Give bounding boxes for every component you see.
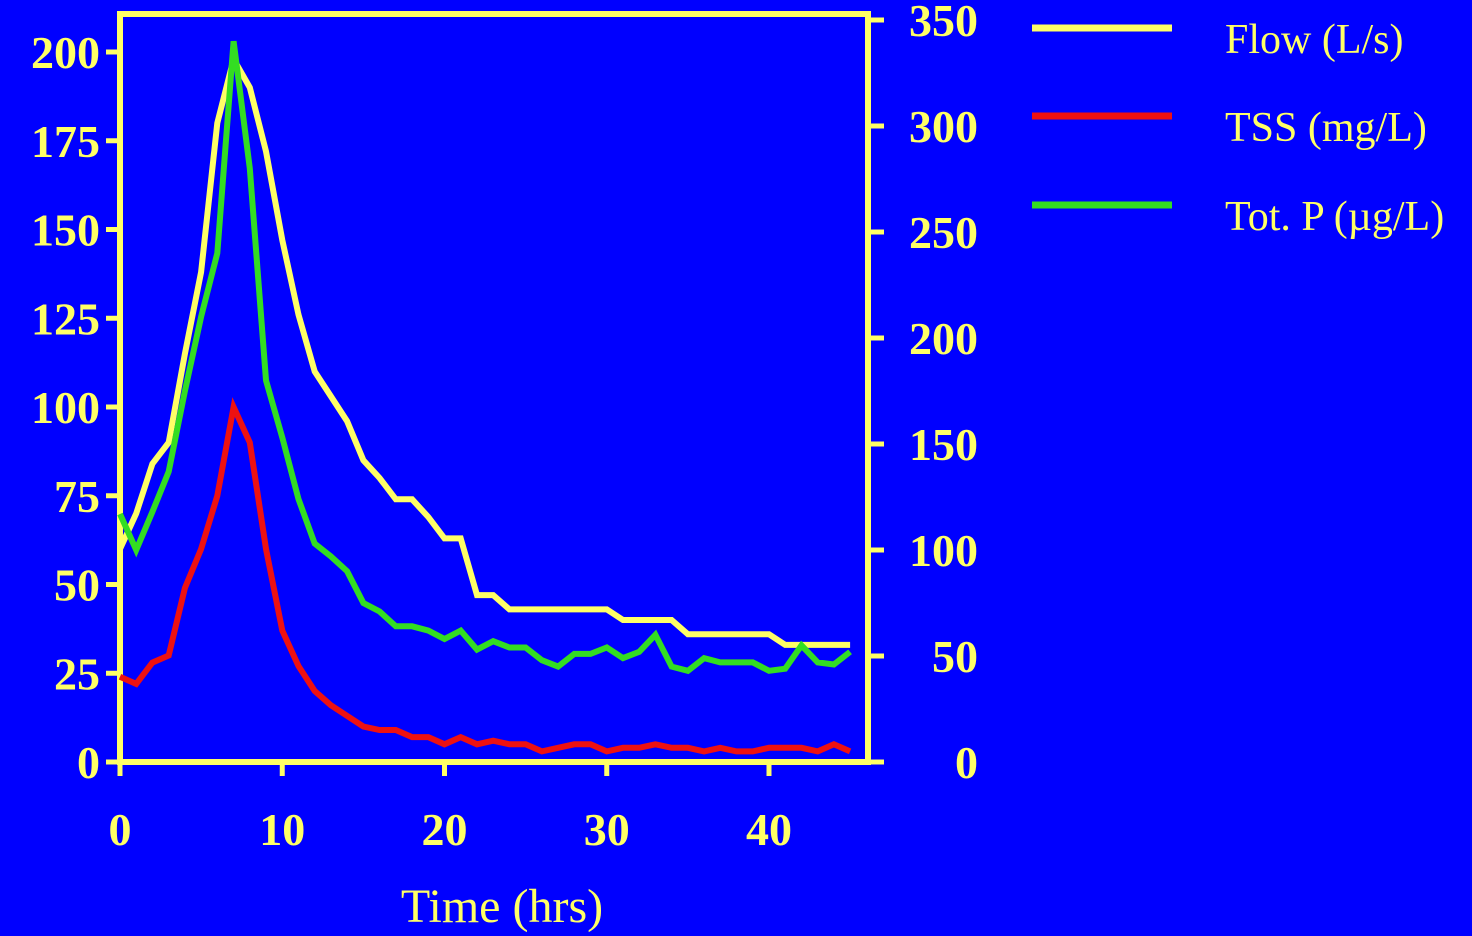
right-tick-label: 300	[909, 101, 978, 152]
legend-label-1: Flow (L/s)	[1225, 17, 1404, 63]
x-tick-label: 20	[422, 804, 468, 855]
series-line-1	[117, 51, 851, 648]
series-line-2	[118, 397, 852, 755]
left-tick-label: 125	[31, 293, 100, 344]
right-axis-ticks: 0 50 100 150 200 250 300 350	[868, 0, 978, 788]
x-tick-label: 10	[259, 804, 305, 855]
right-tick-label: 50	[932, 631, 978, 682]
x-axis-title: Time (hrs)	[401, 880, 603, 933]
x-tick-label: 0	[109, 804, 132, 855]
x-axis-ticks: 0 10 20 30 40	[109, 762, 792, 855]
series-line-3	[117, 40, 852, 675]
left-tick-label: 0	[77, 737, 100, 788]
right-tick-label: 0	[955, 737, 978, 788]
left-tick-label: 50	[54, 560, 100, 611]
left-tick-label: 75	[54, 471, 100, 522]
right-tick-label: 200	[909, 313, 978, 364]
legend: Flow (L/s) TSS (mg/L) Tot. P (µg/L)	[1032, 17, 1444, 240]
left-axis-ticks: 0 25 50 75 100 125 150 175 200	[31, 27, 120, 788]
series-group	[117, 40, 852, 755]
right-tick-label: 250	[909, 207, 978, 258]
plot-frame	[117, 11, 871, 765]
right-tick-label: 350	[909, 0, 978, 46]
left-tick-label: 25	[54, 648, 100, 699]
left-tick-label: 200	[31, 27, 100, 78]
x-tick-label: 30	[584, 804, 630, 855]
left-tick-label: 150	[31, 205, 100, 256]
right-tick-label: 100	[909, 525, 978, 576]
right-tick-label: 150	[909, 419, 978, 470]
legend-label-3: Tot. P (µg/L)	[1225, 194, 1444, 240]
left-tick-label: 100	[31, 382, 100, 433]
left-tick-label: 175	[31, 116, 100, 167]
x-tick-label: 40	[746, 804, 792, 855]
legend-label-2: TSS (mg/L)	[1225, 105, 1427, 151]
